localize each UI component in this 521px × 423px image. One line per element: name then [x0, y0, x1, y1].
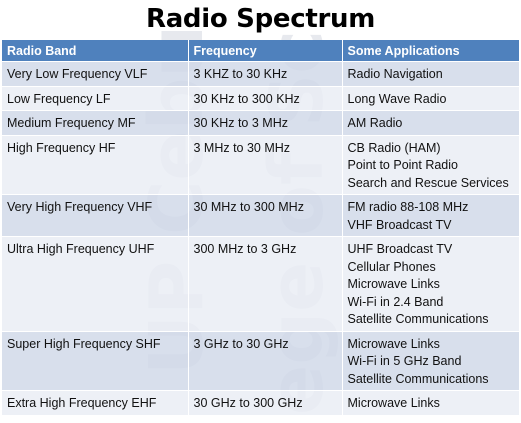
radio-spectrum-table: Radio Band Frequency Some Applications V… — [2, 40, 519, 415]
table-row: Ultra High Frequency UHF 300 MHz to 3 GHz… — [2, 236, 519, 331]
applications-cell: Microwave Links — [342, 390, 519, 415]
frequency-cell: 3 KHZ to 30 KHz — [188, 61, 343, 86]
application-item: Wi-Fi in 5 GHz Band — [347, 354, 462, 368]
applications-cell: UHF Broadcast TV Cellular Phones Microwave… — [342, 236, 519, 331]
table-row: Very High Frequency VHF 30 MHz to 300 MHz… — [2, 194, 519, 237]
applications-cell: Radio Navigation — [342, 61, 519, 86]
header-applications: Some Applications — [342, 40, 519, 62]
band-cell: Ultra High Frequency UHF — [2, 236, 189, 331]
band-cell: Very Low Frequency VLF — [2, 61, 189, 86]
application-item: Satellite Communications — [347, 371, 489, 386]
application-item: Microwave Links — [347, 336, 440, 351]
application-item: UHF Broadcast TV — [347, 242, 453, 256]
header-radio-band: Radio Band — [2, 40, 189, 62]
page-title: Radio Spectrum — [145, 4, 376, 34]
table-row: High Frequency HF 3 MHz to 30 MHz CB Radio… — [2, 134, 519, 195]
band-cell: Very High Frequency VHF — [2, 194, 189, 237]
application-item: Cellular Phones — [347, 259, 436, 274]
applications-cell: CB Radio (HAM) Point to Point Radio Search… — [342, 134, 519, 195]
band-cell: Medium Frequency MF — [2, 110, 189, 135]
applications-cell: AM Radio — [342, 110, 519, 135]
application-item: CB Radio (HAM) — [347, 140, 441, 155]
table-row: Very Low Frequency VLF 3 KHZ to 30 KHz Rad… — [2, 61, 519, 86]
application-item: Microwave Links — [347, 396, 440, 410]
application-item: Microwave Links — [347, 277, 440, 291]
application-item: Wi-Fi in 2.4 Band — [347, 294, 444, 309]
frequency-cell: 300 MHz to 3 GHz — [188, 236, 343, 331]
application-item: VHF Broadcast TV — [347, 217, 452, 232]
table-body: Very Low Frequency VLF 3 KHZ to 30 KHz Rad… — [2, 61, 519, 415]
band-cell: High Frequency HF — [2, 134, 189, 195]
header-frequency: Frequency — [188, 40, 343, 62]
application-item: Long Wave Radio — [347, 91, 447, 106]
table-header-row: Radio Band Frequency Some Applications — [2, 40, 519, 62]
band-cell: Low Frequency LF — [2, 85, 189, 111]
frequency-cell: 30 GHz to 300 GHz — [188, 390, 343, 415]
applications-cell: FM radio 88-108 MHz VHF Broadcast TV — [342, 194, 519, 237]
applications-cell: Long Wave Radio — [342, 85, 519, 111]
application-item: Radio Navigation — [347, 67, 443, 81]
band-cell: Super High Frequency SHF — [2, 330, 189, 391]
frequency-cell: 3 MHz to 30 MHz — [188, 134, 343, 195]
application-item: Satellite Communications — [347, 312, 489, 326]
application-item: Search and Rescue Services — [347, 175, 509, 190]
band-cell: Extra High Frequency EHF — [2, 390, 189, 415]
table-row: Medium Frequency MF 30 KHz to 3 MHz AM Rad… — [2, 110, 519, 135]
application-item: FM radio 88-108 MHz — [347, 200, 469, 214]
table-row: Extra High Frequency EHF 30 GHz to 300 GH… — [2, 390, 519, 415]
application-item: AM Radio — [347, 116, 403, 130]
applications-cell: Microwave Links Wi-Fi in 5 GHz Band Satell… — [342, 330, 519, 391]
table-row: Low Frequency LF 30 KHz to 300 KHz Long Wa… — [2, 85, 519, 111]
table-row: Super High Frequency SHF 3 GHz to 30 GHz M… — [2, 330, 519, 391]
frequency-cell: 3 GHz to 30 GHz — [188, 330, 343, 391]
application-item: Point to Point Radio — [347, 158, 459, 172]
frequency-cell: 30 MHz to 300 MHz — [188, 194, 343, 237]
frequency-cell: 30 KHz to 300 KHz — [188, 85, 343, 111]
frequency-cell: 30 KHz to 3 MHz — [188, 110, 343, 135]
